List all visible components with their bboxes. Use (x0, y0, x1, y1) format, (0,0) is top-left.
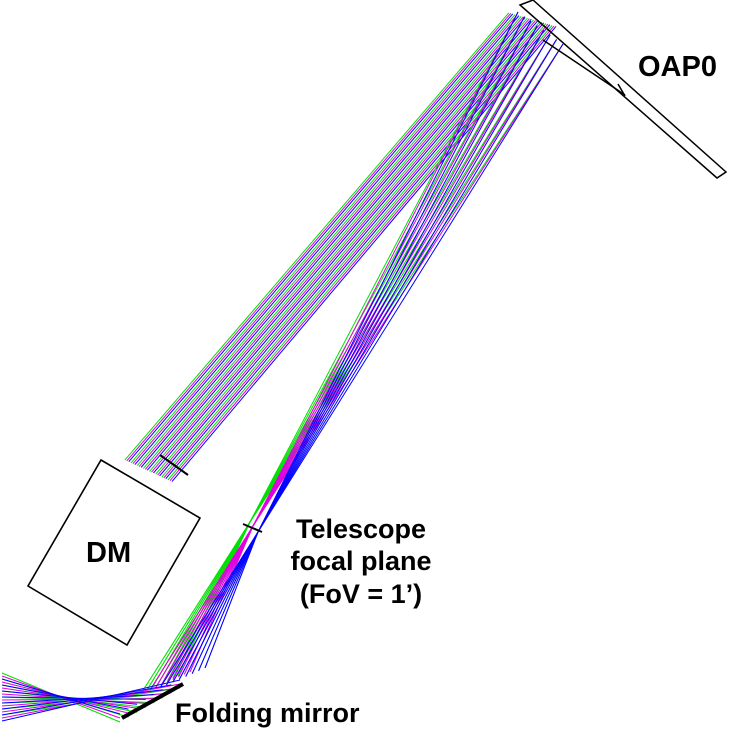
ray (252, 11, 519, 527)
ray (146, 18, 532, 471)
ray (165, 24, 551, 480)
ray (249, 16, 525, 523)
focal-plane-label-line2: focal plane (290, 546, 432, 577)
ray (161, 23, 547, 478)
ray (132, 14, 518, 465)
folding-mirror-label: Folding mirror (175, 698, 360, 728)
ray (157, 21, 543, 476)
ray (126, 12, 512, 462)
ray (149, 525, 254, 691)
ray (1, 696, 146, 700)
ray (1, 694, 155, 704)
ray (144, 18, 530, 470)
ray (177, 521, 251, 677)
ray (159, 531, 259, 689)
focal-plane-label-line3: (FoV = 1’) (299, 578, 423, 609)
oap0-mirror (518, 0, 728, 179)
ray (249, 11, 519, 523)
ray (163, 23, 549, 479)
ray (185, 531, 259, 677)
ray (257, 16, 525, 533)
ray (149, 19, 534, 472)
ray (171, 26, 557, 482)
ray (169, 25, 555, 482)
dm-beam-aperture-mark (159, 454, 189, 476)
ray (166, 525, 254, 683)
ray (165, 531, 259, 686)
oap0-label: OAP0 (638, 51, 717, 83)
ray (172, 531, 259, 683)
ray-bundles (1, 11, 564, 723)
ray (204, 531, 259, 669)
ray (130, 14, 516, 464)
ray (136, 16, 522, 467)
ray (167, 25, 553, 481)
ray (160, 525, 254, 686)
ray (1, 689, 163, 710)
ray (257, 30, 545, 533)
ray (1, 684, 172, 716)
ray (140, 17, 526, 468)
ray (191, 531, 259, 674)
ray (134, 15, 520, 465)
folding-mirror (121, 682, 184, 720)
ray (155, 21, 541, 475)
ray (142, 17, 528, 469)
ray (178, 531, 259, 680)
ray (124, 12, 510, 461)
ray (257, 11, 519, 533)
ray (257, 34, 551, 533)
ray (257, 20, 532, 533)
dm-box (26, 458, 202, 647)
focal-plane-marker (242, 523, 263, 533)
ray (249, 20, 532, 523)
ray (138, 16, 524, 467)
ray (1, 679, 181, 722)
focal-plane-label: Telescope focal plane (FoV = 1’) (286, 513, 436, 610)
ray (183, 525, 254, 675)
ray (162, 521, 251, 684)
ray (257, 43, 564, 533)
dm-label: DM (86, 537, 132, 569)
ray (198, 531, 259, 672)
ray (151, 20, 536, 473)
ray (257, 39, 557, 533)
ray (128, 13, 514, 463)
focal-plane-label-line1: Telescope (295, 514, 427, 544)
ray (155, 525, 254, 688)
ray (257, 25, 538, 533)
